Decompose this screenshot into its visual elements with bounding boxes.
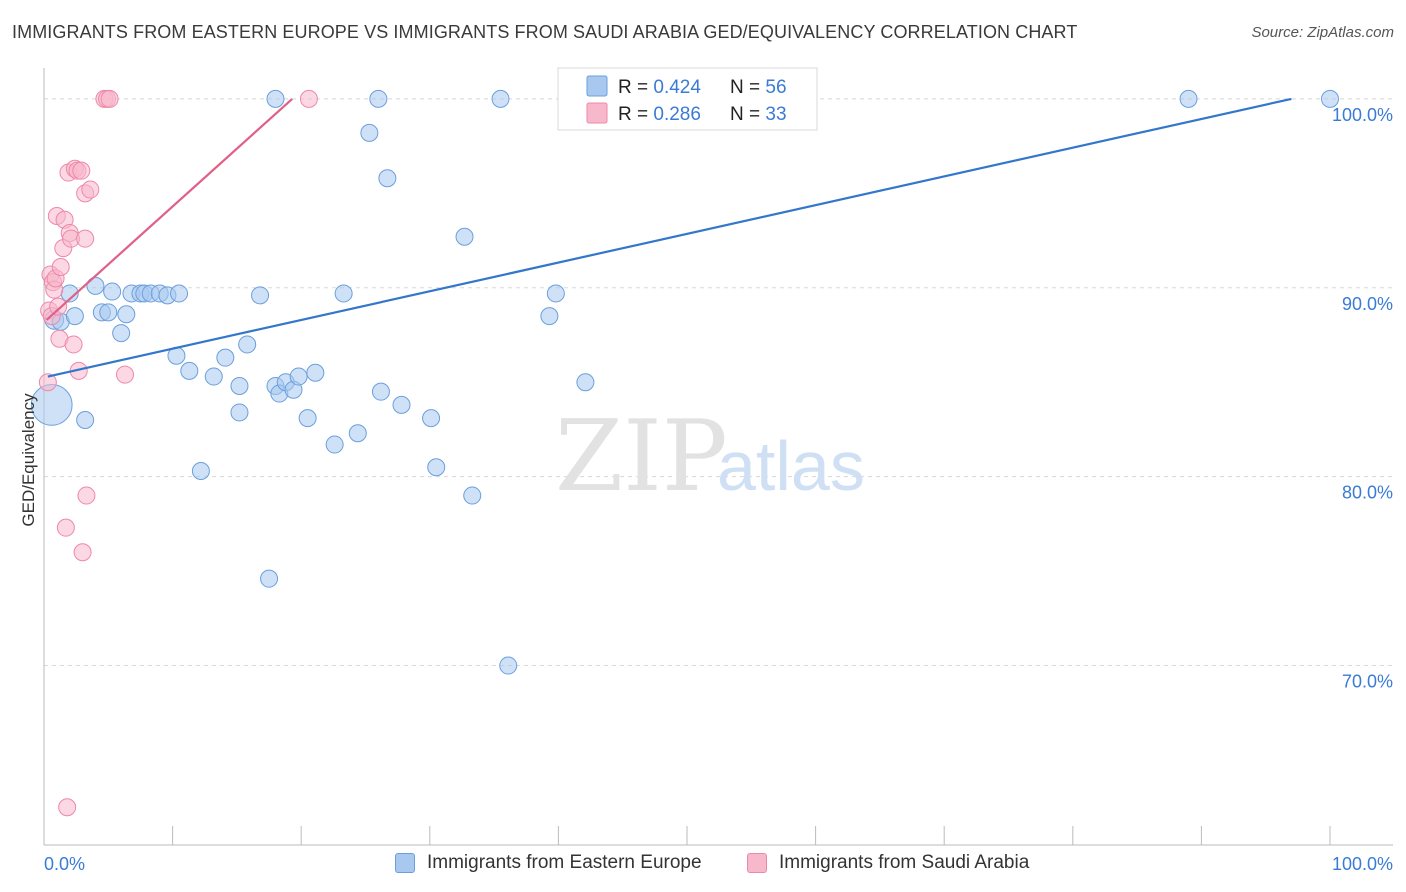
point-saudi-arabia <box>73 543 92 562</box>
y-tick-label: 70.0% <box>1342 672 1393 692</box>
point-eastern-europe <box>99 303 118 322</box>
legend-n-value-1: 56 <box>765 77 786 98</box>
point-eastern-europe <box>334 284 353 303</box>
legend-item-saudi-arabia[interactable]: Immigrants from Saudi Arabia <box>747 852 1029 874</box>
x-tick-label-min: 0.0% <box>44 854 85 874</box>
point-eastern-europe <box>499 656 518 675</box>
point-saudi-arabia <box>56 518 75 537</box>
point-eastern-europe <box>491 89 510 108</box>
point-eastern-europe <box>378 169 397 188</box>
svg-text:R = 0.424: R = 0.424 <box>618 77 701 98</box>
point-eastern-europe <box>392 395 411 414</box>
point-eastern-europe <box>1179 89 1198 108</box>
point-eastern-europe <box>455 227 474 246</box>
point-eastern-europe <box>369 89 388 108</box>
trend-layer <box>45 97 1292 378</box>
point-eastern-europe <box>230 403 249 422</box>
point-saudi-arabia <box>49 297 68 316</box>
point-eastern-europe <box>112 324 131 343</box>
y-axis-label: GED/Equivalency <box>19 393 38 527</box>
point-saudi-arabia <box>58 798 77 817</box>
series-legend: Immigrants from Eastern Europe Immigrant… <box>0 852 1406 878</box>
point-eastern-europe <box>117 305 136 324</box>
svg-text:N = 56: N = 56 <box>730 77 787 98</box>
correlation-legend: R = 0.424 N = 56 R = 0.286 N = 33 <box>557 67 818 131</box>
point-eastern-europe <box>191 462 210 480</box>
y-tick-label: 90.0% <box>1342 294 1393 314</box>
point-eastern-europe <box>204 367 223 386</box>
point-eastern-europe <box>576 373 595 392</box>
legend-label-saudi-arabia: Immigrants from Saudi Arabia <box>779 852 1030 873</box>
legend-n-label-2: N = <box>730 104 765 125</box>
point-eastern-europe <box>180 361 199 380</box>
legend-n-value-2: 33 <box>765 104 786 125</box>
point-eastern-europe <box>65 307 84 326</box>
point-saudi-arabia <box>299 89 318 108</box>
point-eastern-europe <box>170 284 189 303</box>
trendline-saudi-arabia <box>45 98 293 321</box>
point-eastern-europe <box>422 409 441 428</box>
svg-text:R = 0.286: R = 0.286 <box>618 104 701 125</box>
point-eastern-europe <box>216 348 235 367</box>
point-eastern-europe <box>103 282 122 301</box>
legend-label-eastern-europe: Immigrants from Eastern Europe <box>427 852 702 873</box>
svg-text:N = 33: N = 33 <box>730 104 787 125</box>
point-saudi-arabia <box>51 258 70 276</box>
legend-swatch-eastern-europe <box>395 853 415 873</box>
x-tick-label-max: 100.0% <box>1332 854 1393 874</box>
point-eastern-europe <box>238 335 257 354</box>
point-saudi-arabia <box>116 365 135 384</box>
point-eastern-europe <box>76 411 95 429</box>
point-eastern-europe <box>1321 89 1339 108</box>
legend-r-value-1: 0.424 <box>653 77 701 98</box>
legend-swatch-saudi-arabia <box>747 853 767 873</box>
point-eastern-europe <box>463 486 482 505</box>
legend-r-label-1: R = <box>618 77 653 98</box>
legend-item-eastern-europe[interactable]: Immigrants from Eastern Europe <box>395 852 702 874</box>
point-eastern-europe <box>251 286 270 305</box>
point-eastern-europe <box>230 377 249 395</box>
axis-layer: 100.0% 90.0% 80.0% 70.0% 0.0% 100.0% <box>43 68 1393 874</box>
point-eastern-europe <box>546 284 565 303</box>
point-eastern-europe <box>371 382 390 401</box>
point-eastern-europe <box>306 363 325 382</box>
point-eastern-europe <box>298 409 317 428</box>
y-tick-label: 80.0% <box>1342 483 1393 503</box>
legend-r-label-2: R = <box>618 104 653 125</box>
legend-swatch-blue <box>586 75 608 97</box>
point-eastern-europe <box>427 458 446 477</box>
point-eastern-europe <box>260 569 279 588</box>
chart-title: IMMIGRANTS FROM EASTERN EUROPE VS IMMIGR… <box>12 22 1078 42</box>
point-saudi-arabia <box>76 229 95 248</box>
point-saudi-arabia <box>77 486 96 505</box>
watermark-atlas: atlas <box>717 427 865 505</box>
source-label: Source: ZipAtlas.com <box>1251 24 1394 41</box>
legend-swatch-pink <box>586 102 608 124</box>
point-saudi-arabia <box>64 335 83 354</box>
point-saudi-arabia <box>72 161 91 180</box>
watermark: ZIP atlas <box>555 400 865 514</box>
point-eastern-europe <box>540 307 559 326</box>
legend-r-value-2: 0.286 <box>653 104 701 125</box>
point-saudi-arabia <box>100 89 119 108</box>
point-eastern-europe <box>325 435 344 454</box>
y-tick-label: 100.0% <box>1332 105 1393 125</box>
point-saudi-arabia <box>38 373 57 392</box>
point-eastern-europe <box>266 89 285 108</box>
trendline-eastern-europe <box>47 97 1292 378</box>
point-eastern-europe <box>348 424 367 443</box>
point-eastern-europe <box>289 367 308 386</box>
point-saudi-arabia <box>81 180 100 199</box>
point-eastern-europe <box>360 123 379 142</box>
watermark-zip: ZIP <box>555 400 728 514</box>
legend-n-label-1: N = <box>730 77 765 98</box>
